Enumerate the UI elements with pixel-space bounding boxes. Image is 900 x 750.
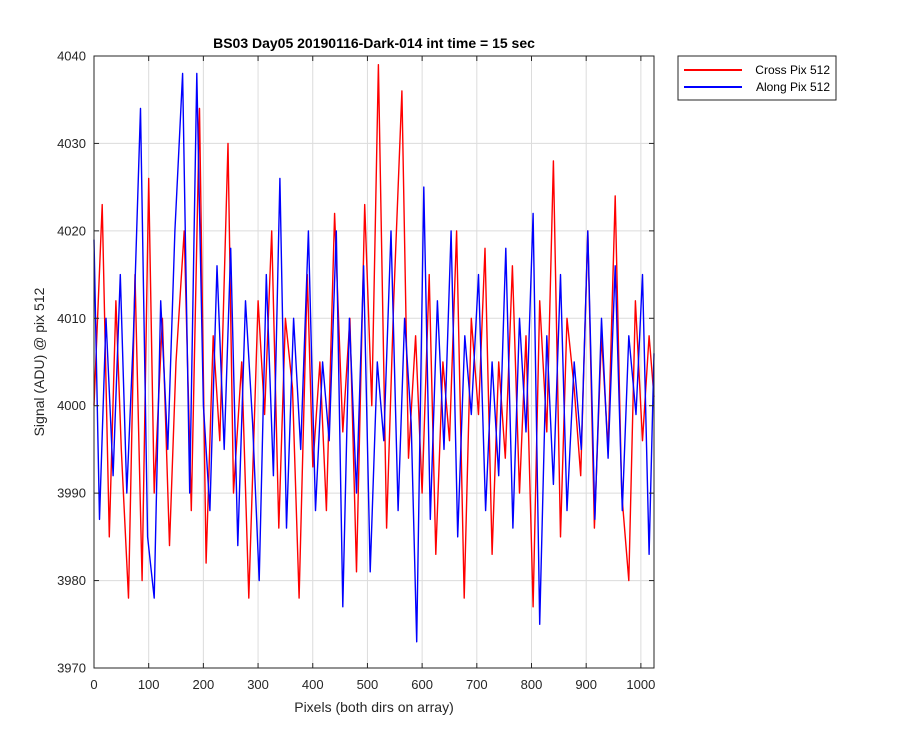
y-tick-label: 4040 (57, 49, 86, 64)
x-tick-label: 200 (193, 677, 215, 692)
y-tick-label: 3990 (57, 486, 86, 501)
x-tick-label: 600 (411, 677, 433, 692)
x-tick-label: 1000 (626, 677, 655, 692)
legend-entry: Cross Pix 512 (755, 63, 830, 77)
series-layer (93, 63, 655, 643)
x-tick-label: 800 (521, 677, 543, 692)
y-tick-label: 4000 (57, 398, 86, 413)
series-line-along-pix-512 (93, 72, 655, 643)
y-tick-label: 4030 (57, 136, 86, 151)
plot-frame (93, 55, 655, 669)
x-tick-label: 700 (466, 677, 488, 692)
x-tick-label: 300 (247, 677, 269, 692)
y-tick-label: 4010 (57, 311, 86, 326)
chart-title: BS03 Day05 20190116-Dark-014 int time = … (213, 35, 535, 51)
y-tick-label: 3980 (57, 573, 86, 588)
x-tick-label: 900 (575, 677, 597, 692)
legend: Cross Pix 512 Along Pix 512 (677, 55, 837, 101)
x-tick-label: 500 (357, 677, 379, 692)
x-tick-label: 100 (138, 677, 160, 692)
y-axis-label: Signal (ADU) @ pix 512 (31, 287, 47, 436)
x-tick-label: 400 (302, 677, 324, 692)
legend-entry: Along Pix 512 (756, 80, 830, 94)
legend-box (677, 55, 837, 101)
y-tick-label: 3970 (57, 661, 86, 676)
x-axis-label: Pixels (both dirs on array) (294, 699, 454, 715)
y-tick-label: 4020 (57, 223, 86, 238)
x-tick-label: 0 (90, 677, 97, 692)
ticks: 0 100 200 300 400 500 600 700 800 900 1000 3970 3980… (57, 49, 655, 693)
